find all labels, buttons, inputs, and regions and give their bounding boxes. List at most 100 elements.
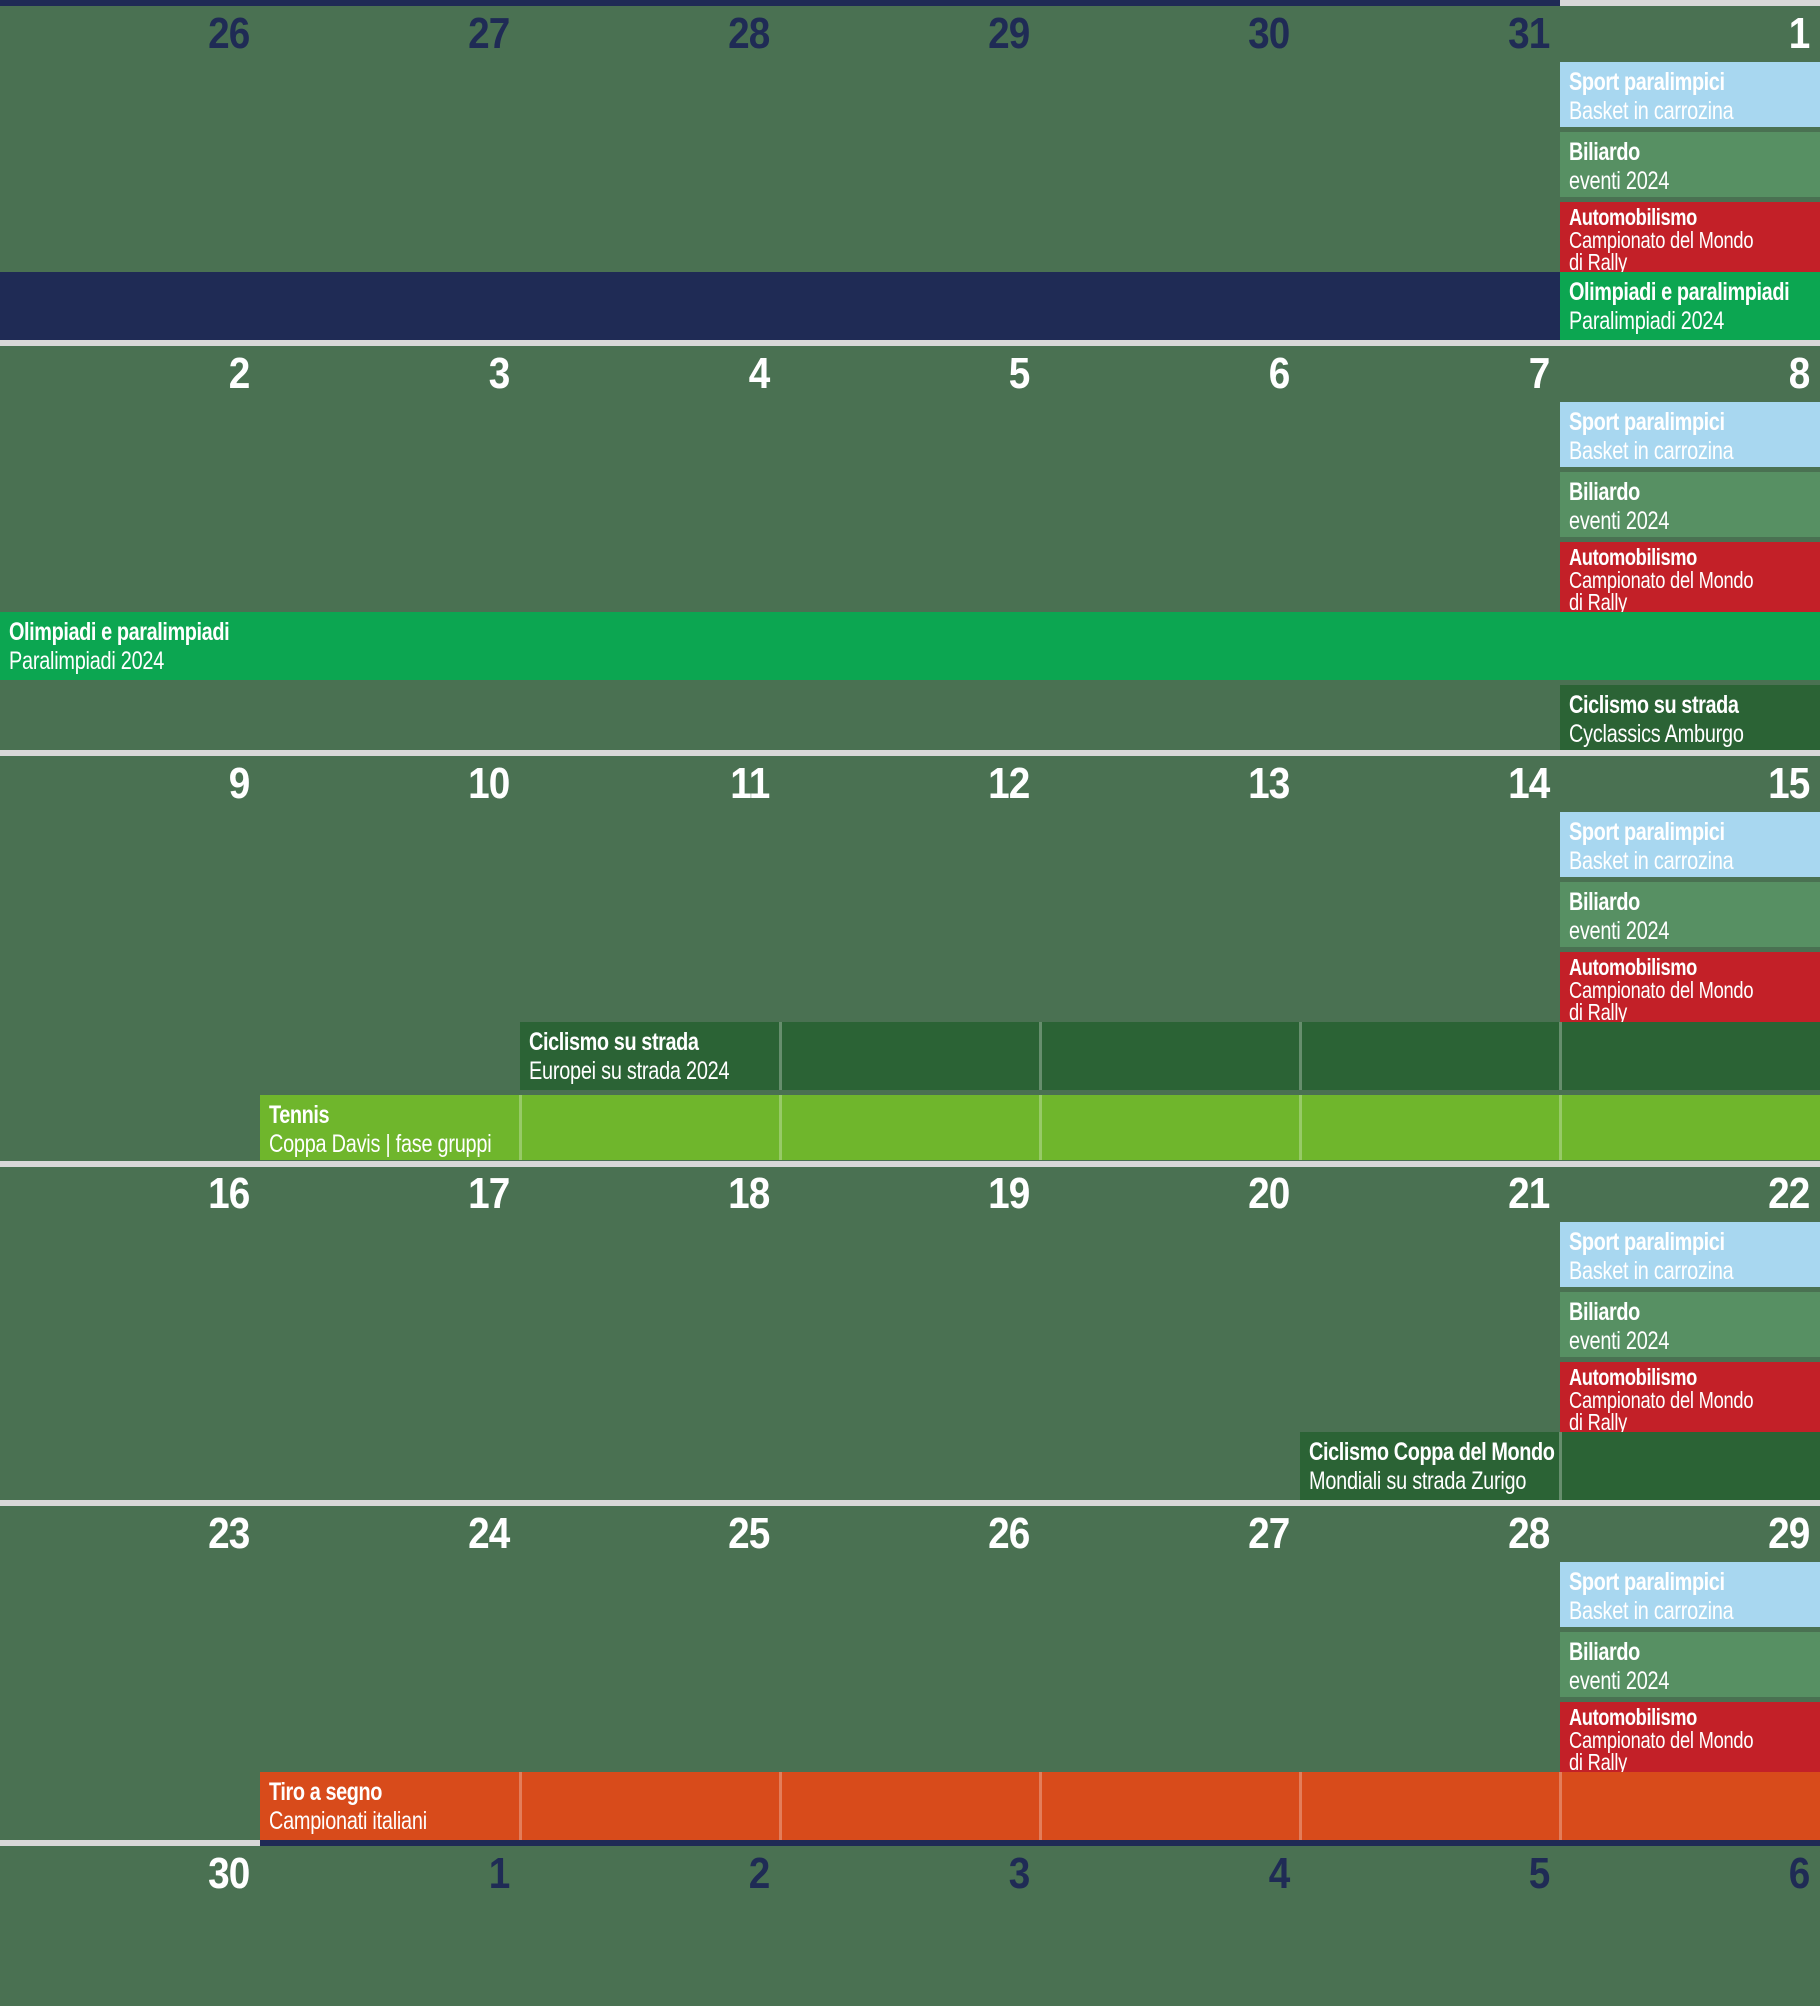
day-cell[interactable]: 3 xyxy=(780,1850,1040,1902)
event-box[interactable]: Tennis Coppa Davis | fase gruppi xyxy=(260,1095,1820,1160)
day-number: 13 xyxy=(1248,759,1290,808)
event-text: Automobilismo Campionato del Mondo di Rall… xyxy=(1569,1365,1818,1432)
day-cell[interactable]: 15 xyxy=(1560,760,1820,812)
day-cell[interactable]: 28 xyxy=(520,10,780,62)
event-text: Sport paralimpici Basket in carrozina xyxy=(1569,68,1818,127)
week-separator xyxy=(0,750,1820,756)
event-box[interactable]: Biliardo eventi 2024 xyxy=(1560,1632,1820,1697)
day-cell[interactable]: 19 xyxy=(780,1170,1040,1222)
event-box[interactable]: Ciclismo Coppa del Mondo Mondiali su stra… xyxy=(1300,1432,1820,1500)
day-cell[interactable]: 31 xyxy=(1300,10,1560,62)
day-cell[interactable]: 2 xyxy=(0,350,260,402)
event-bar-unlabeled[interactable] xyxy=(0,272,1560,340)
event-box[interactable]: Sport paralimpici Basket in carrozina xyxy=(1560,1222,1820,1287)
day-cell[interactable]: 22 xyxy=(1560,1170,1820,1222)
event-box[interactable]: Tiro a segno Campionati italiani xyxy=(260,1772,1820,1840)
event-text-inner: Tiro a segno Campionati italiani xyxy=(269,1778,1818,1835)
event-box[interactable]: Sport paralimpici Basket in carrozina xyxy=(1560,402,1820,467)
event-box[interactable]: Ciclismo su strada Europei su strada 2024 xyxy=(520,1022,1820,1090)
day-cell[interactable]: 12 xyxy=(780,760,1040,812)
day-cell[interactable]: 16 xyxy=(0,1170,260,1222)
day-cell[interactable]: 21 xyxy=(1300,1170,1560,1222)
event-subtitle: di Rally xyxy=(1569,589,1628,613)
day-cell[interactable]: 7 xyxy=(1300,350,1560,402)
day-number: 1 xyxy=(488,1849,511,1898)
day-number: 29 xyxy=(988,9,1030,58)
day-cell[interactable]: 2 xyxy=(520,1850,780,1902)
day-cell[interactable]: 27 xyxy=(260,10,520,62)
day-cell[interactable]: 13 xyxy=(1040,760,1300,812)
event-day-divider xyxy=(1299,1095,1302,1160)
event-box[interactable]: Biliardo eventi 2024 xyxy=(1560,1292,1820,1357)
event-box[interactable]: Sport paralimpici Basket in carrozina xyxy=(1560,812,1820,877)
day-cell[interactable]: 8 xyxy=(1560,350,1820,402)
day-cell[interactable]: 4 xyxy=(1040,1850,1300,1902)
day-cell[interactable]: 1 xyxy=(1560,10,1820,62)
event-box[interactable]: Automobilismo Campionato del Mondo di Rall… xyxy=(1560,202,1820,272)
event-box[interactable]: Ciclismo su strada Cyclassics Amburgo xyxy=(1560,685,1820,750)
day-cell[interactable]: 30 xyxy=(1040,10,1300,62)
event-text-inner: Biliardo eventi 2024 xyxy=(1569,478,1818,535)
event-box[interactable]: Sport paralimpici Basket in carrozina xyxy=(1560,1562,1820,1627)
event-title: Olimpiadi e paralimpiadi xyxy=(9,618,230,646)
event-day-divider xyxy=(779,1095,782,1160)
day-number: 16 xyxy=(208,1169,250,1218)
event-subtitle: Basket in carrozina xyxy=(1569,97,1734,125)
day-cell[interactable]: 9 xyxy=(0,760,260,812)
day-cell[interactable]: 25 xyxy=(520,1510,780,1562)
event-text-inner: Automobilismo Campionato del Mondo di Rall… xyxy=(1569,205,1818,272)
day-cell[interactable]: 30 xyxy=(0,1850,260,1902)
day-cell[interactable]: 26 xyxy=(0,10,260,62)
event-title: Biliardo xyxy=(1569,888,1640,916)
day-number: 15 xyxy=(1768,759,1810,808)
day-cell[interactable]: 14 xyxy=(1300,760,1560,812)
day-cell[interactable]: 23 xyxy=(0,1510,260,1562)
week-row: 16 17 18 19 20 21 22 Sport paralimpici Basket in… xyxy=(0,1166,1820,1500)
day-cell[interactable]: 6 xyxy=(1560,1850,1820,1902)
event-text-inner: Automobilismo Campionato del Mondo di Rall… xyxy=(1569,955,1818,1022)
event-box[interactable]: Biliardo eventi 2024 xyxy=(1560,882,1820,947)
event-day-divider xyxy=(1039,1095,1042,1160)
day-cell[interactable]: 4 xyxy=(520,350,780,402)
day-cell[interactable]: 3 xyxy=(260,350,520,402)
event-text: Sport paralimpici Basket in carrozina xyxy=(1569,1228,1818,1287)
event-text: Automobilismo Campionato del Mondo di Rall… xyxy=(1569,205,1818,272)
event-text: Ciclismo su strada Cyclassics Amburgo xyxy=(1569,691,1818,750)
day-number: 17 xyxy=(468,1169,510,1218)
event-title: Sport paralimpici xyxy=(1569,68,1725,96)
day-cell[interactable]: 17 xyxy=(260,1170,520,1222)
day-number: 27 xyxy=(1248,1509,1290,1558)
day-cell[interactable]: 6 xyxy=(1040,350,1300,402)
day-cell[interactable]: 1 xyxy=(260,1850,520,1902)
event-box[interactable]: Automobilismo Campionato del Mondo di Rall… xyxy=(1560,1362,1820,1432)
day-cell[interactable]: 5 xyxy=(780,350,1040,402)
event-box[interactable]: Sport paralimpici Basket in carrozina xyxy=(1560,62,1820,127)
day-cell[interactable]: 5 xyxy=(1300,1850,1560,1902)
event-box[interactable]: Automobilismo Campionato del Mondo di Rall… xyxy=(1560,952,1820,1022)
event-box[interactable]: Automobilismo Campionato del Mondo di Rall… xyxy=(1560,1702,1820,1772)
day-cell[interactable]: 24 xyxy=(260,1510,520,1562)
event-day-divider xyxy=(1559,1022,1562,1090)
day-cell[interactable]: 11 xyxy=(520,760,780,812)
day-number: 19 xyxy=(988,1169,1030,1218)
day-cell[interactable]: 10 xyxy=(260,760,520,812)
event-text: Tennis Coppa Davis | fase gruppi xyxy=(269,1101,1818,1160)
day-cell[interactable]: 28 xyxy=(1300,1510,1560,1562)
day-cell[interactable]: 26 xyxy=(780,1510,1040,1562)
event-box[interactable]: Olimpiadi e paralimpiadi Paralimpiadi 202… xyxy=(0,612,1820,680)
event-box[interactable]: Automobilismo Campionato del Mondo di Rall… xyxy=(1560,542,1820,612)
day-cell[interactable]: 29 xyxy=(1560,1510,1820,1562)
day-cell[interactable]: 20 xyxy=(1040,1170,1300,1222)
event-subtitle: di Rally xyxy=(1569,1409,1628,1433)
event-title: Tiro a segno xyxy=(269,1778,383,1806)
event-text-inner: Ciclismo Coppa del Mondo Mondiali su stra… xyxy=(1309,1438,1818,1495)
event-day-divider xyxy=(519,1772,522,1840)
event-title: Tennis xyxy=(269,1101,330,1129)
event-text-inner: Sport paralimpici Basket in carrozina xyxy=(1569,408,1818,465)
event-box[interactable]: Olimpiadi e paralimpiadi Paralimpiadi 202… xyxy=(1560,272,1820,340)
event-box[interactable]: Biliardo eventi 2024 xyxy=(1560,132,1820,197)
day-cell[interactable]: 27 xyxy=(1040,1510,1300,1562)
day-cell[interactable]: 18 xyxy=(520,1170,780,1222)
day-cell[interactable]: 29 xyxy=(780,10,1040,62)
event-box[interactable]: Biliardo eventi 2024 xyxy=(1560,472,1820,537)
